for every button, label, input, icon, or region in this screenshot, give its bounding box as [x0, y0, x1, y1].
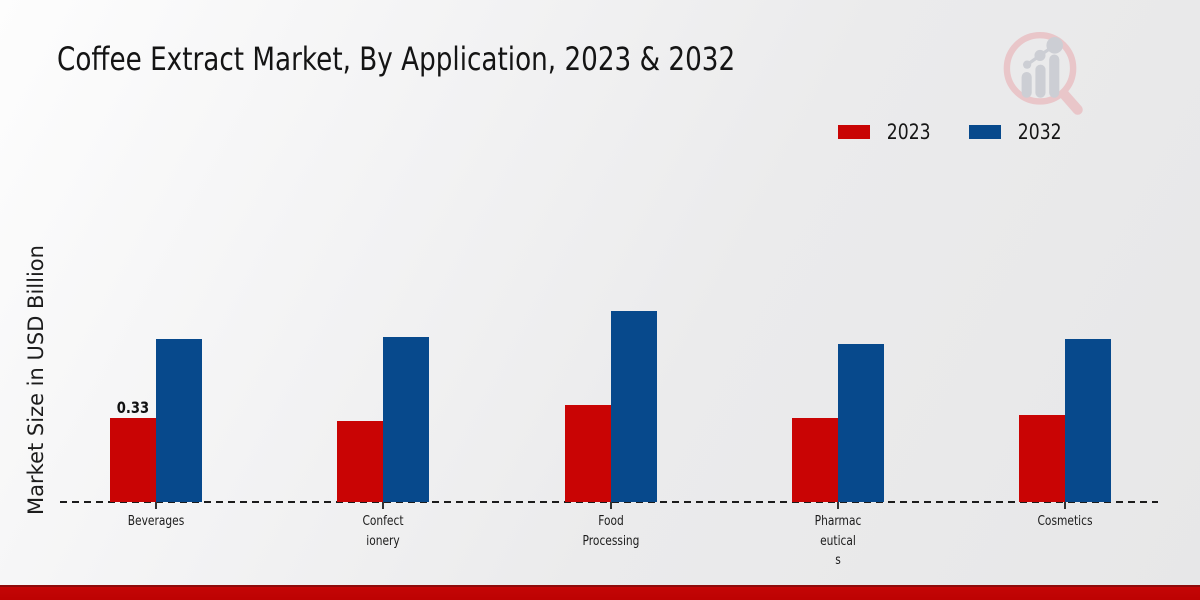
category-label-pharmaceuticals: Pharmac eutical s [814, 514, 862, 568]
legend-label-2032: 2032 [1018, 120, 1063, 144]
bar-2023-cosmetics [1019, 415, 1065, 502]
x-axis-tick [836, 502, 839, 509]
legend-label-2023: 2023 [886, 120, 931, 144]
bar-2023-pharmaceuticals [791, 418, 838, 502]
bar-2032-confectionery [383, 337, 430, 502]
footer-accent-bar [0, 585, 1200, 600]
category-label-beverages: Beverages [127, 514, 185, 529]
category-label-food-processing: Food Processing [582, 514, 639, 549]
category-label-cosmetics: Cosmetics [1037, 514, 1093, 529]
x-axis-tick [155, 502, 157, 509]
legend-swatch-2032 [969, 125, 1002, 139]
legend-item-2032: 2032 [969, 120, 1066, 144]
x-axis-tick [1064, 502, 1066, 509]
bar-2032-pharmaceuticals [837, 344, 884, 502]
legend-item-2023: 2023 [838, 120, 935, 144]
bar-2032-cosmetics [1065, 339, 1111, 502]
chart-legend: 2023 2032 [838, 120, 1067, 144]
chart-title: Coffee Extract Market, By Application, 2… [57, 40, 736, 78]
bar-2023-beverages [110, 418, 156, 502]
magnifier-bar-chart-logo [1003, 31, 1083, 115]
x-axis-tick [382, 502, 385, 509]
bar-2023-food-processing [564, 405, 611, 502]
category-label-confectionery: Confect ionery [362, 514, 404, 549]
bar-2023-confectionery [337, 421, 384, 502]
bar-2032-food-processing [610, 311, 657, 502]
bar-value-label: 0.33 [116, 398, 150, 417]
x-axis-dashed-line [60, 501, 1158, 503]
x-axis-tick [609, 502, 612, 509]
legend-swatch-2023 [838, 125, 870, 139]
bar-2032-beverages [156, 339, 202, 502]
